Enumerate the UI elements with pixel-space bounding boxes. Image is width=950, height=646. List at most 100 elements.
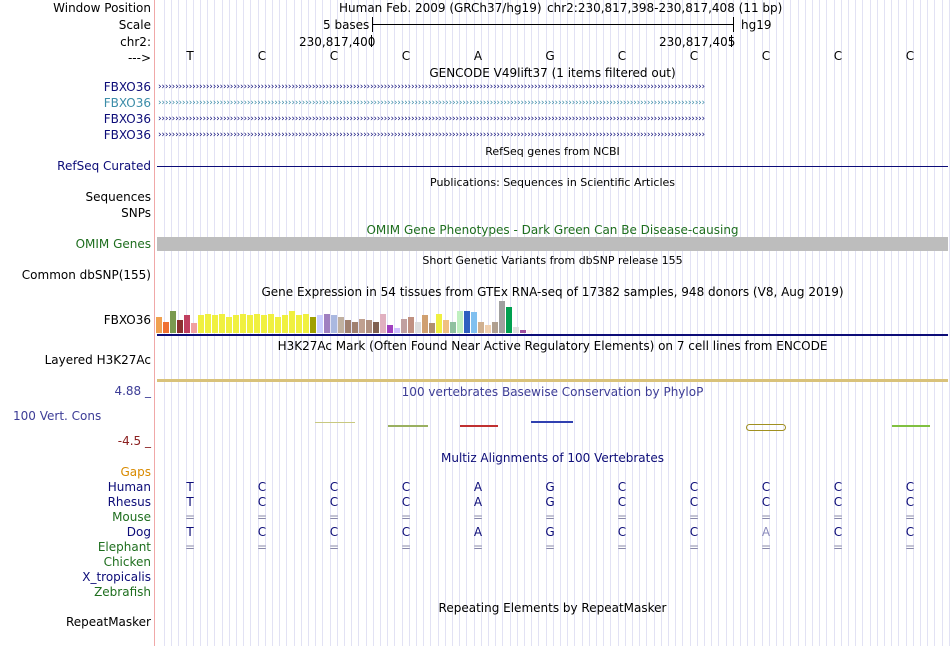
gtex-tissue-bar[interactable] xyxy=(457,311,463,333)
gtex-tissue-bar[interactable] xyxy=(261,315,267,333)
gtex-tissue-bar[interactable] xyxy=(401,319,407,333)
gtex-track-label[interactable]: FBXO36 xyxy=(103,313,151,327)
gtex-tissue-bar[interactable] xyxy=(506,307,512,333)
species-label[interactable]: X_tropicalis xyxy=(82,570,151,584)
gtex-tissue-bar[interactable] xyxy=(492,322,498,333)
gtex-tissue-bar[interactable] xyxy=(191,323,197,333)
repeatmasker-track-label[interactable]: RepeatMasker xyxy=(65,615,151,629)
species-label[interactable]: Elephant xyxy=(97,540,151,554)
gtex-tissue-bar[interactable] xyxy=(471,312,477,333)
gtex-tissue-bar[interactable] xyxy=(513,327,519,333)
refseq-track-title[interactable]: RefSeq genes from NCBI xyxy=(485,145,620,158)
gtex-tissue-bar[interactable] xyxy=(226,317,232,333)
gtex-tissue-bar[interactable] xyxy=(177,320,183,333)
gtex-tissue-bar[interactable] xyxy=(464,311,470,333)
gencode-track-title[interactable]: GENCODE V49lift37 (1 items filtered out) xyxy=(429,66,676,80)
gtex-tissue-bar[interactable] xyxy=(436,314,442,333)
omim-track-title[interactable]: OMIM Gene Phenotypes - Dark Green Can Be… xyxy=(366,223,739,237)
gtex-tissue-bar[interactable] xyxy=(359,319,365,333)
species-label[interactable]: Chicken xyxy=(103,555,151,569)
gtex-tissue-bar[interactable] xyxy=(387,325,393,333)
gtex-tissue-bar[interactable] xyxy=(282,315,288,333)
h3k27ac-signal[interactable] xyxy=(157,379,948,382)
h3k27ac-track-label[interactable]: Layered H3K27Ac xyxy=(44,353,151,367)
omim-gene-bar[interactable] xyxy=(157,237,948,251)
species-label[interactable]: Rhesus xyxy=(107,495,151,509)
grid-line xyxy=(718,0,720,646)
gtex-expression-bars[interactable] xyxy=(156,300,536,333)
gtex-tissue-bar[interactable] xyxy=(429,323,435,333)
gtex-tissue-bar[interactable] xyxy=(156,317,162,333)
phylop-signal xyxy=(388,425,428,427)
gencode-transcript[interactable]: ››››››››››››››››››››››››››››››››››››››››… xyxy=(157,98,706,108)
snps-track-label[interactable]: SNPs xyxy=(121,206,151,220)
gtex-tissue-bar[interactable] xyxy=(443,320,449,333)
gtex-tissue-bar[interactable] xyxy=(345,320,351,333)
gtex-tissue-bar[interactable] xyxy=(366,320,372,333)
gtex-tissue-bar[interactable] xyxy=(240,314,246,333)
gtex-tissue-bar[interactable] xyxy=(170,311,176,333)
omim-track-label[interactable]: OMIM Genes xyxy=(75,237,151,251)
aligned-base: = xyxy=(904,510,916,524)
refseq-track-label[interactable]: RefSeq Curated xyxy=(57,159,151,173)
gtex-tissue-bar[interactable] xyxy=(520,330,526,333)
gtex-tissue-bar[interactable] xyxy=(352,322,358,333)
gtex-tissue-bar[interactable] xyxy=(380,314,386,333)
gaps-label[interactable]: Gaps xyxy=(120,465,151,479)
dbsnp-track-label[interactable]: Common dbSNP(155) xyxy=(21,268,151,282)
gtex-tissue-bar[interactable] xyxy=(499,301,505,333)
species-label[interactable]: Zebrafish xyxy=(94,585,151,599)
gtex-track-title[interactable]: Gene Expression in 54 tissues from GTEx … xyxy=(261,285,844,299)
gencode-item-label[interactable]: FBXO36 xyxy=(103,112,151,126)
gtex-tissue-bar[interactable] xyxy=(485,325,491,333)
gtex-tissue-bar[interactable] xyxy=(198,315,204,333)
gtex-tissue-bar[interactable] xyxy=(184,315,190,333)
gtex-tissue-bar[interactable] xyxy=(219,314,225,333)
gtex-tissue-bar[interactable] xyxy=(296,315,302,333)
species-label[interactable]: Dog xyxy=(126,525,151,539)
gtex-tissue-bar[interactable] xyxy=(247,315,253,333)
gtex-tissue-bar[interactable] xyxy=(450,322,456,333)
gtex-tissue-bar[interactable] xyxy=(205,314,211,333)
gtex-gene-line[interactable] xyxy=(157,334,948,336)
phylop-track-label[interactable]: 100 Vert. Cons xyxy=(13,409,102,423)
gtex-tissue-bar[interactable] xyxy=(163,322,169,333)
gtex-tissue-bar[interactable] xyxy=(338,317,344,333)
species-label[interactable]: Mouse xyxy=(112,510,151,524)
gtex-tissue-bar[interactable] xyxy=(233,315,239,333)
gencode-transcript[interactable]: ››››››››››››››››››››››››››››››››››››››››… xyxy=(157,130,706,140)
dbsnp-track-title[interactable]: Short Genetic Variants from dbSNP releas… xyxy=(422,254,683,267)
gencode-item-label[interactable]: FBXO36 xyxy=(103,96,151,110)
gtex-tissue-bar[interactable] xyxy=(394,328,400,333)
gtex-tissue-bar[interactable] xyxy=(289,311,295,333)
gtex-tissue-bar[interactable] xyxy=(275,317,281,333)
gtex-tissue-bar[interactable] xyxy=(254,314,260,333)
publications-track-title[interactable]: Publications: Sequences in Scientific Ar… xyxy=(430,176,675,189)
aligned-base: C xyxy=(833,525,843,539)
gtex-tissue-bar[interactable] xyxy=(268,314,274,333)
multiz-track-title[interactable]: Multiz Alignments of 100 Vertebrates xyxy=(440,451,665,465)
gtex-tissue-bar[interactable] xyxy=(212,315,218,333)
gtex-tissue-bar[interactable] xyxy=(310,317,316,333)
repeatmasker-track-title[interactable]: Repeating Elements by RepeatMasker xyxy=(438,601,667,615)
aligned-base: = xyxy=(184,510,196,524)
refseq-gene-line[interactable] xyxy=(157,166,948,167)
species-label[interactable]: Human xyxy=(107,480,151,494)
gtex-tissue-bar[interactable] xyxy=(317,315,323,333)
gencode-transcript[interactable]: ››››››››››››››››››››››››››››››››››››››››… xyxy=(157,82,706,92)
gtex-tissue-bar[interactable] xyxy=(324,314,330,333)
gtex-tissue-bar[interactable] xyxy=(331,315,337,333)
gencode-item-label[interactable]: FBXO36 xyxy=(103,80,151,94)
phylop-track-title[interactable]: 100 vertebrates Basewise Conservation by… xyxy=(401,385,704,399)
gtex-tissue-bar[interactable] xyxy=(422,315,428,333)
sequences-track-label[interactable]: Sequences xyxy=(85,190,151,204)
gencode-transcript[interactable]: ››››››››››››››››››››››››››››››››››››››››… xyxy=(157,114,706,124)
gtex-tissue-bar[interactable] xyxy=(408,317,414,333)
h3k27ac-track-title[interactable]: H3K27Ac Mark (Often Found Near Active Re… xyxy=(277,339,828,353)
gtex-tissue-bar[interactable] xyxy=(415,322,421,333)
gtex-tissue-bar[interactable] xyxy=(303,314,309,333)
gtex-tissue-bar[interactable] xyxy=(527,330,533,333)
gtex-tissue-bar[interactable] xyxy=(373,322,379,333)
gencode-item-label[interactable]: FBXO36 xyxy=(103,128,151,142)
gtex-tissue-bar[interactable] xyxy=(478,322,484,333)
